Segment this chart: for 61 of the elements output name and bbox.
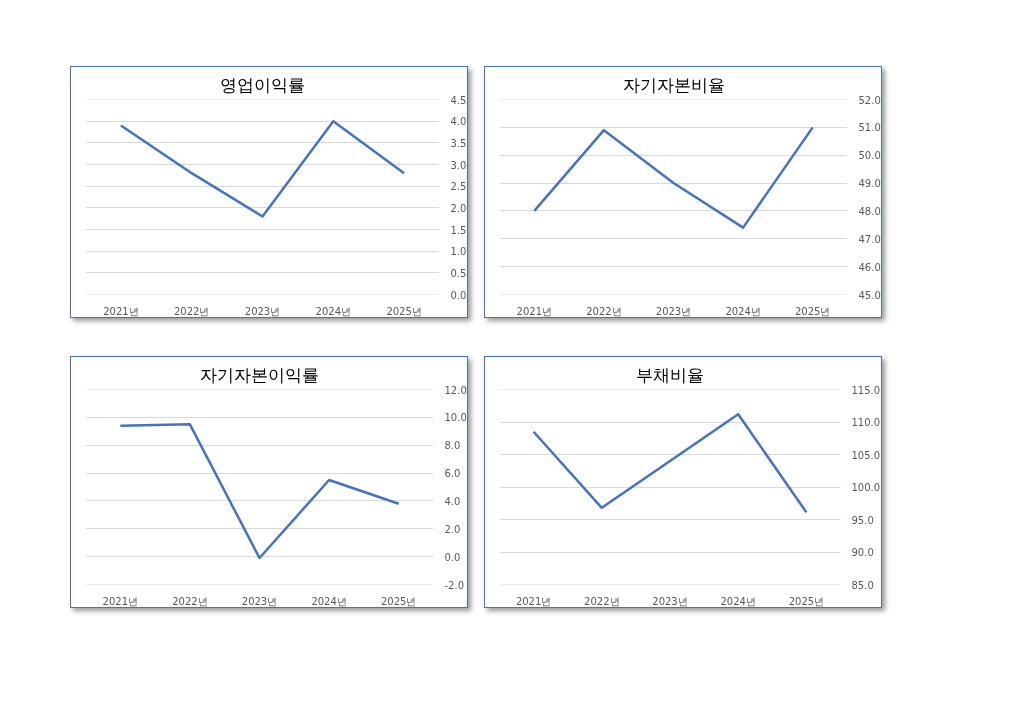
x-tick-label: 2022년: [584, 595, 620, 607]
y-tick-label: 45.0: [858, 289, 881, 301]
y-tick-label: 12.0: [444, 384, 467, 396]
y-tick-label: 0.0: [450, 289, 467, 301]
x-tick-label: 2023년: [244, 305, 281, 317]
x-tick-label: 2025년: [788, 595, 825, 607]
y-tick-label: 49.0: [858, 178, 881, 190]
y-tick-label: 95.0: [851, 514, 874, 526]
x-tick-label: 2022년: [172, 595, 208, 607]
y-tick-label: 48.0: [858, 205, 881, 217]
y-tick-label: 1.0: [450, 246, 467, 258]
y-tick-label: 90.0: [851, 547, 874, 558]
y-tick-label: 3.0: [450, 159, 467, 171]
line-series: [119, 119, 406, 218]
y-tick-label: 110.0: [851, 417, 881, 428]
y-tick-label: 105.0: [851, 449, 881, 461]
y-tick-label: 2.0: [450, 202, 467, 214]
y-tick-label: 4.0: [450, 116, 467, 128]
x-tick-label: 2025년: [380, 595, 417, 607]
chart-title: 자기자본이익률: [200, 364, 319, 385]
y-tick-label: 4.5: [450, 94, 467, 106]
y-tick-label: 100.0: [851, 482, 881, 493]
y-tick-label: 52.0: [858, 94, 881, 106]
y-tick-label: 6.0: [444, 468, 461, 480]
x-tick-label: 2024년: [725, 305, 761, 317]
x-tick-label: 2023년: [241, 595, 278, 607]
y-tick-label: 4.0: [444, 495, 461, 507]
y-tick-label: 115.0: [851, 384, 881, 396]
x-tick-label: 2024년: [720, 595, 756, 607]
y-tick-label: 3.5: [450, 137, 467, 149]
line-series: [532, 412, 808, 514]
line-series: [119, 423, 400, 560]
x-tick-label: 2025년: [794, 305, 831, 317]
x-tick-label: 2021년: [516, 305, 553, 317]
y-tick-label: 2.5: [450, 181, 467, 193]
chart-title: 부채비율: [636, 364, 704, 385]
x-tick-label: 2021년: [102, 595, 139, 607]
y-tick-label: 46.0: [858, 261, 881, 273]
y-tick-label: 1.5: [450, 224, 467, 236]
line-series: [533, 126, 814, 229]
y-tick-label: 47.0: [858, 233, 881, 245]
x-tick-label: 2022년: [586, 305, 622, 317]
chart-title: 영업이익률: [220, 74, 305, 95]
x-tick-label: 2025년: [386, 305, 422, 317]
x-tick-label: 2021년: [515, 595, 552, 607]
chart-title: 자기자본비율: [622, 74, 725, 95]
y-tick-label: 8.0: [444, 440, 461, 452]
y-tick-label: 10.0: [444, 412, 467, 424]
y-tick-label: 85.0: [851, 579, 874, 591]
x-tick-label: 2021년: [103, 305, 139, 317]
y-tick-label: 0.0: [444, 551, 461, 563]
x-tick-label: 2022년: [173, 305, 210, 317]
x-tick-label: 2024년: [311, 595, 347, 607]
y-tick-label: 51.0: [858, 122, 881, 134]
x-tick-label: 2024년: [315, 305, 352, 317]
y-tick-label: 0.5: [450, 267, 467, 279]
y-tick-label: 2.0: [444, 523, 461, 535]
x-tick-label: 2023년: [655, 305, 692, 317]
x-tick-label: 2023년: [652, 595, 688, 607]
y-tick-label: 50.0: [858, 150, 881, 162]
y-tick-label: -2.0: [444, 579, 465, 591]
